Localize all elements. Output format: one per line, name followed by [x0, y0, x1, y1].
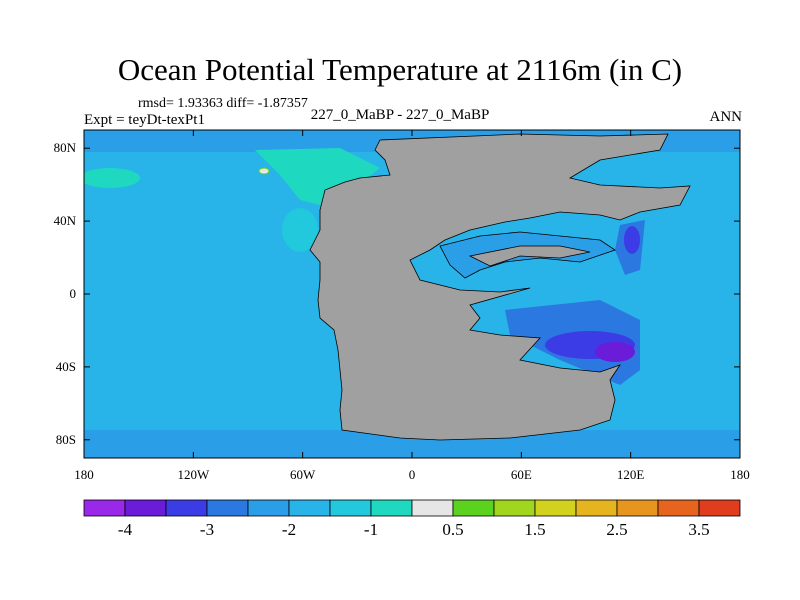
colorbar-label: 3.5 [688, 520, 710, 539]
lon-tick-label: 180 [74, 467, 94, 482]
lon-tick-label: 60E [510, 467, 532, 482]
warm-patch [84, 168, 140, 188]
colorbar-swatch [370, 499, 413, 517]
colorbar-label: 2.5 [606, 520, 628, 539]
lon-tick-label: 60W [290, 467, 316, 482]
inner-sea-shelf [468, 245, 591, 267]
colorbar-swatch [288, 499, 331, 517]
warm-spot [258, 167, 270, 175]
colorbar-swatch [657, 499, 700, 517]
colorbar-swatch [124, 499, 167, 517]
stats-line: rmsd= 1.93363 diff= -1.87357 [138, 96, 308, 111]
colorbar-swatch [575, 499, 618, 517]
landmass [309, 133, 691, 441]
colorbar-swatch [247, 499, 290, 517]
colorbar-label: -2 [281, 520, 297, 539]
colorbar-swatch [698, 499, 741, 517]
colorbar-swatch [411, 499, 454, 517]
colorbar-swatch [83, 499, 126, 517]
warm-patch [282, 208, 318, 252]
colder-region [624, 226, 640, 254]
lon-tick-label: 0 [408, 467, 416, 482]
map-field [84, 130, 740, 458]
colorbar-label: 1.5 [524, 520, 546, 539]
colorbar [83, 499, 741, 517]
lon-tick-label: 180 [730, 467, 750, 482]
coldest-region [595, 342, 635, 362]
lat-tick-label: 40N [53, 213, 76, 229]
colorbar-label: 0.5 [442, 520, 464, 539]
lat-tick-label: 0 [69, 286, 77, 301]
colorbar-swatch [329, 499, 372, 517]
colorbar-swatch [452, 499, 495, 517]
lon-tick-label: 120E [616, 467, 645, 482]
page-title: Ocean Potential Temperature at 2116m (in… [117, 52, 683, 87]
season-label: ANN [709, 109, 743, 125]
colorbar-swatch [616, 499, 659, 517]
colorbar-label: -3 [199, 520, 215, 539]
colorbar-swatch [493, 499, 536, 517]
lat-tick-label: 80S [55, 431, 76, 447]
colorbar-swatch [165, 499, 208, 517]
colorbar-label: -4 [117, 520, 133, 539]
lon-tick-label: 120W [177, 467, 210, 482]
colorbar-swatch [534, 499, 577, 517]
colorbar-label: -1 [363, 520, 379, 539]
lat-tick-label: 40S [55, 358, 76, 374]
experiment-label: Expt = teyDt-texPt1 [84, 112, 205, 128]
lat-tick-label: 80N [53, 140, 76, 156]
colorbar-swatch [206, 499, 249, 517]
case-label: 227_0_MaBP - 227_0_MaBP [310, 107, 490, 123]
axis-ticks [83, 130, 741, 458]
